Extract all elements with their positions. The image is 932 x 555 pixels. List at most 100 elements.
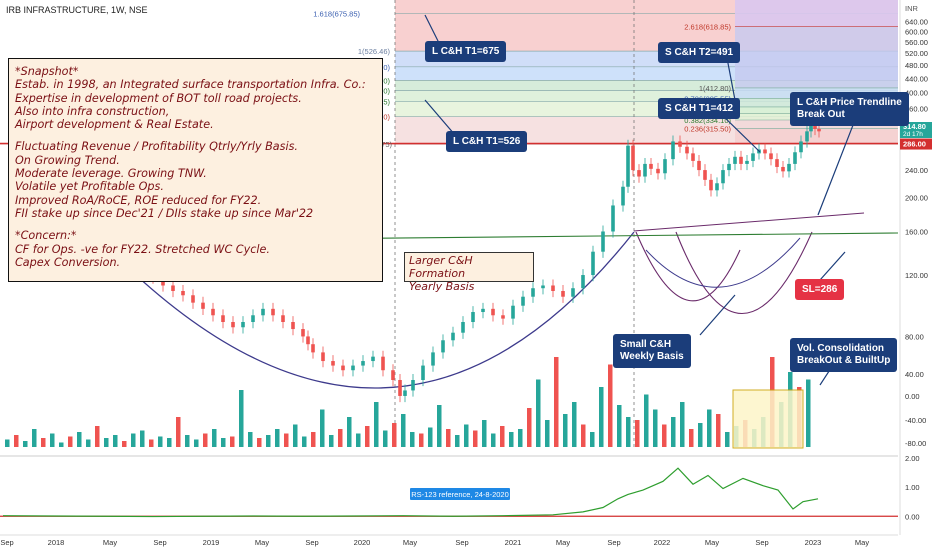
larger-ch-note: Larger C&H Formation Yearly Basis <box>404 252 534 293</box>
callout-pointer <box>719 112 761 153</box>
volume-bar <box>257 438 262 447</box>
price-tick: 560.00 <box>905 38 928 47</box>
price-candle <box>721 170 725 184</box>
volume-bar <box>293 424 298 447</box>
price-candle <box>321 352 325 362</box>
price-candle <box>381 356 385 371</box>
volume-bar <box>581 424 586 447</box>
volume-bar <box>365 426 370 447</box>
fib-label: 1(526.46) <box>358 47 391 56</box>
volume-bar <box>302 436 307 447</box>
callout-pointer <box>424 99 456 136</box>
volume-bar <box>5 439 10 447</box>
volume-bar <box>635 420 640 447</box>
price-candle <box>637 170 641 177</box>
callout-pointer <box>819 251 846 281</box>
volume-bar <box>617 405 622 447</box>
volume-bars <box>5 357 811 449</box>
rs-tick: 1.00 <box>905 483 920 492</box>
price-tick: 440.00 <box>905 74 928 83</box>
volume-bar <box>374 402 379 447</box>
price-candle <box>571 288 575 297</box>
volume-bar <box>644 394 649 447</box>
price-candle <box>471 312 475 323</box>
volume-bar <box>140 430 145 447</box>
volume-bar <box>266 435 271 447</box>
snapshot-line: *Snapshot* <box>15 65 79 78</box>
snapshot-line: Airport development & Real Estate. <box>15 118 214 132</box>
price-candle <box>663 159 667 174</box>
volume-bar <box>473 430 478 447</box>
volume-bar <box>536 379 541 447</box>
price-candle <box>805 131 809 142</box>
volume-consolidation-box <box>732 389 804 449</box>
fib-label: 1.618(675.85) <box>313 9 360 18</box>
callout-trendline-breakout[interactable]: L C&H Price Trendline Break Out <box>790 92 909 126</box>
snapshot-line: Also into infra construction, <box>15 104 170 118</box>
volume-bar <box>509 432 514 447</box>
relative-strength-line: RS-123 reference, 24-8-2020 <box>0 455 898 518</box>
rs-tick: 0.00 <box>905 512 920 521</box>
volume-bar <box>113 435 118 447</box>
price-candle <box>191 295 195 303</box>
x-tick: Sep <box>455 538 468 547</box>
x-tick: 2021 <box>505 538 522 547</box>
volume-bar <box>689 429 694 447</box>
callout-stop-loss[interactable]: SL=286 <box>795 279 845 300</box>
volume-bar <box>329 435 334 447</box>
volume-bar <box>806 379 811 447</box>
volume-bar <box>158 436 163 447</box>
volume-bar <box>653 409 658 447</box>
volume-bar <box>176 417 181 447</box>
price-candle <box>181 290 185 296</box>
volume-bar <box>59 442 64 447</box>
callout-volume-consolidation[interactable]: Vol. Consolidation BreakOut & BuiltUp <box>790 338 898 372</box>
price-tick: 160.00 <box>905 227 928 236</box>
callout-s-ch-t1-412[interactable]: S C&H T1=412 <box>658 98 741 119</box>
price-candle <box>481 308 485 313</box>
price-candle <box>501 315 505 319</box>
fib-label: 2.618(618.85) <box>684 23 731 32</box>
callout-pointer <box>699 294 736 336</box>
x-tick: Sep <box>153 538 166 547</box>
fib-label: 0.382(334.10) <box>684 116 731 125</box>
price-candle <box>631 145 635 171</box>
volume-bar <box>194 439 199 447</box>
snapshot-gap <box>15 131 376 140</box>
price-candle <box>643 163 647 177</box>
volume-bar <box>545 420 550 447</box>
volume-bar <box>707 409 712 447</box>
volume-bar <box>212 429 217 447</box>
price-candle <box>611 205 615 232</box>
rs-reference-tag <box>410 488 510 500</box>
callout-s-ch-t2-491[interactable]: S C&H T2=491 <box>658 42 741 63</box>
callout-line: Vol. Consolidation <box>797 343 885 354</box>
callout-pointer <box>817 119 856 216</box>
fib-band <box>395 80 898 91</box>
callout-l-ch-t1-675[interactable]: L C&H T1=675 <box>425 41 507 62</box>
price-candle <box>733 156 737 164</box>
price-candle <box>656 168 660 174</box>
volume-bar <box>338 429 343 447</box>
price-candle <box>421 365 425 380</box>
last-price-value: 314.80 <box>903 122 926 131</box>
fib-band <box>395 90 898 102</box>
volume-bar <box>671 417 676 447</box>
price-candle <box>341 365 345 371</box>
price-tick: 400.00 <box>905 89 928 98</box>
price-candle <box>271 308 275 316</box>
price-candle <box>361 361 365 366</box>
volume-bar <box>167 438 172 447</box>
price-candle <box>231 322 235 328</box>
price-candle <box>626 145 630 187</box>
price-candle <box>291 322 295 330</box>
snapshot-line: On Growing Trend. <box>15 153 120 167</box>
volume-bar <box>248 432 253 447</box>
snapshot-note: *Snapshot* Estab. in 1998, an Integrated… <box>8 58 383 282</box>
callout-small-ch[interactable]: Small C&H Weekly Basis <box>613 334 691 368</box>
snapshot-line: Improved RoA/RoCE, ROE reduced for FY22. <box>15 193 262 207</box>
callout-l-ch-t1-526[interactable]: L C&H T1=526 <box>446 131 528 152</box>
price-candle <box>769 153 773 160</box>
snapshot-line: Moderate leverage. Growing TNW. <box>15 167 207 181</box>
price-candle <box>745 160 749 164</box>
